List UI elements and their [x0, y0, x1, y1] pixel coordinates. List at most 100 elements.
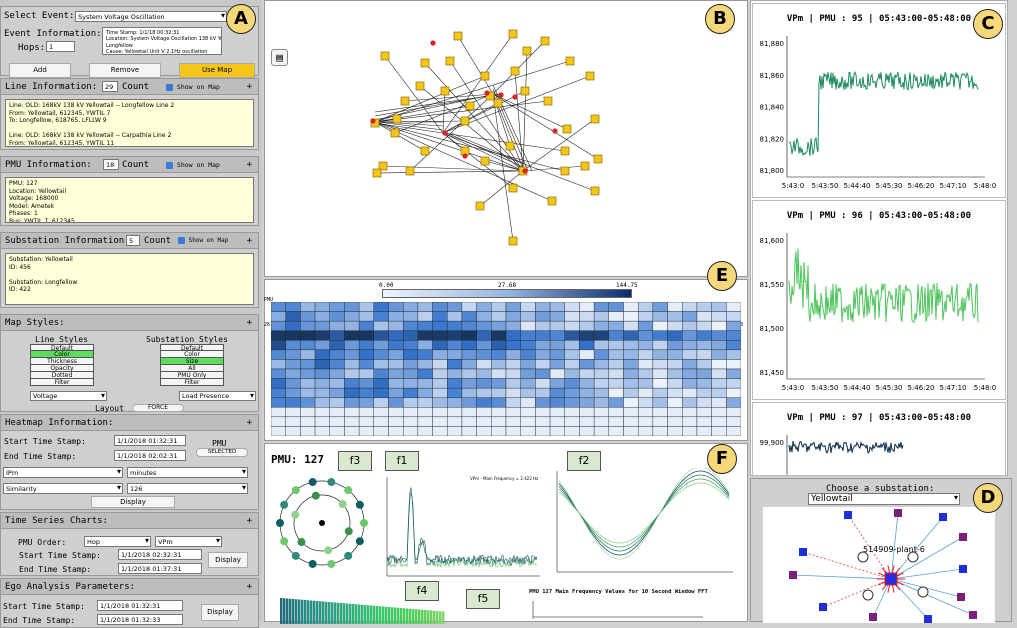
network-edge: [374, 121, 566, 172]
heatmap-metric-select[interactable]: IPm: [3, 467, 123, 478]
heatmap-cell: [608, 311, 624, 322]
network-edge: [394, 93, 494, 134]
network-graph[interactable]: [265, 1, 749, 278]
line-style-option[interactable]: Default: [30, 344, 94, 352]
heatmap-cell: [373, 407, 389, 418]
time-series-chart[interactable]: VPm | PMU : 97 | 05:43:00-05:48:00 99,900: [752, 402, 1006, 476]
heatmap-cell: [447, 397, 463, 408]
substation-select[interactable]: Yellowtail: [808, 493, 960, 505]
substation-style-option[interactable]: Default: [160, 344, 224, 352]
substation-style-option[interactable]: Filter: [160, 379, 224, 386]
f1-frequency-chart[interactable]: VPm - Main Frequency = 2.422 Hz: [375, 472, 545, 582]
heatmap-cell: [549, 416, 565, 427]
ego-start-input[interactable]: 1/1/2018 01:32:31: [97, 600, 183, 611]
heatmap-cell: [285, 359, 301, 370]
hops-input[interactable]: 1: [46, 41, 75, 52]
substation-style-option[interactable]: All: [160, 365, 224, 372]
use-map-button[interactable]: Use Map: [179, 63, 255, 78]
f4-bar: [376, 606, 379, 624]
f4-bar-chart[interactable]: [280, 596, 450, 624]
pmu-expand-icon[interactable]: +: [246, 160, 252, 170]
heatmap-cell: [711, 302, 727, 312]
event-info-label: Event Information:: [4, 29, 102, 39]
time-series-expand-icon[interactable]: +: [246, 516, 252, 526]
heatmap-cell: [358, 311, 375, 322]
heatmap-count-select[interactable]: 126: [127, 483, 248, 494]
pmu-selected-toggle[interactable]: SELECTED: [196, 448, 248, 457]
substation-node: [445, 56, 455, 66]
ts-end-input[interactable]: 1/1/2018 01:37:31: [118, 563, 202, 574]
heatmap-cell: [447, 416, 463, 427]
pmu-detail-title: PMU: 127: [271, 453, 324, 466]
heatmap-panel: 0.00 27.68 144.75 PMU 26 3: [264, 279, 748, 441]
heatmap-cell: [520, 378, 536, 389]
heatmap-unit-select[interactable]: minutes: [127, 467, 248, 478]
heatmap-cell: [652, 320, 668, 331]
radial-pmu-chart[interactable]: [267, 468, 377, 578]
substation-node: [465, 101, 475, 111]
heatmap-cell: [285, 416, 301, 427]
substation-graph[interactable]: 514909-plant-6: [763, 507, 995, 623]
line-style-option[interactable]: Filter: [30, 379, 94, 386]
map-styles-expand-icon[interactable]: +: [246, 318, 252, 328]
line-show-checkbox[interactable]: [166, 83, 173, 91]
heatmap-cell: [491, 340, 507, 351]
heatmap-cell: [388, 349, 404, 360]
heatmap-cell: [476, 407, 492, 418]
substation-style-option[interactable]: PMU Only: [160, 372, 224, 379]
substation-info-header: Substation Information: 5 Count Show on …: [1, 233, 258, 249]
force-toggle[interactable]: FORCE: [132, 404, 184, 412]
heatmap-cell: [564, 330, 580, 341]
substation-style-select[interactable]: Load Presence: [179, 391, 256, 401]
add-button[interactable]: Add: [9, 63, 71, 78]
line-expand-icon[interactable]: +: [246, 82, 252, 92]
line-style-option[interactable]: Opacity: [30, 365, 94, 372]
heatmap-display-button[interactable]: Display: [91, 496, 175, 508]
remove-button[interactable]: Remove: [89, 63, 161, 78]
substation-style-option[interactable]: Color: [160, 351, 224, 358]
substation-show-checkbox[interactable]: [178, 237, 185, 244]
ts-variable-select[interactable]: VPm: [155, 536, 222, 547]
heatmap-cell: [579, 407, 595, 418]
ts-start-input[interactable]: 1/1/2018 02:32:31: [118, 549, 202, 560]
heatmap-cell: [637, 368, 654, 379]
time-series-chart[interactable]: VPm | PMU : 96 | 05:43:00-05:48:00 81,600…: [752, 200, 1006, 400]
line-count-input[interactable]: 29: [102, 81, 118, 92]
color-scale-bar: [382, 289, 632, 298]
ts-display-button[interactable]: Display: [208, 552, 248, 568]
heatmap-start-input[interactable]: 1/1/2018 01:32:31: [114, 435, 186, 446]
heatmap-cell: [652, 416, 668, 427]
heatmap-expand-icon[interactable]: +: [246, 418, 252, 428]
line-style-option[interactable]: Color: [30, 351, 94, 358]
line-style-select[interactable]: Voltage: [30, 391, 107, 401]
ego-end-input[interactable]: 1/1/2018 01:32:33: [97, 614, 183, 625]
line-style-option[interactable]: Thickness: [30, 358, 94, 365]
ego-expand-icon[interactable]: +: [246, 582, 252, 592]
heatmap-cell: [285, 368, 301, 379]
heatmap-cell: [402, 426, 419, 436]
label-b: B: [705, 4, 735, 34]
heatmap-cell: [447, 368, 463, 379]
heatmap-sort-select[interactable]: Similarity: [3, 483, 123, 494]
heatmap-cell: [417, 416, 433, 427]
f2-wave-chart[interactable]: [555, 468, 735, 578]
event-select[interactable]: System Voltage Oscillation: [75, 11, 227, 22]
pmu-order-select[interactable]: Hop: [84, 536, 151, 547]
heatmap-cell: [447, 320, 463, 331]
heatmap-grid[interactable]: [271, 302, 741, 436]
substation-style-option[interactable]: Size: [160, 358, 224, 365]
ego-display-button[interactable]: Display: [201, 604, 239, 621]
heatmap-cell: [520, 359, 536, 370]
clipboard-icon[interactable]: ▤: [271, 49, 288, 66]
pmu-count-input[interactable]: 18: [103, 159, 119, 170]
f5-chart[interactable]: [505, 599, 705, 619]
heatmap-cell: [579, 330, 595, 341]
pmu-show-checkbox[interactable]: [166, 161, 173, 169]
substation-expand-icon[interactable]: +: [246, 236, 252, 246]
heatmap-cell: [564, 387, 580, 398]
time-series-chart[interactable]: VPm | PMU : 95 | 05:43:00-05:48:00 81,880…: [752, 3, 1006, 198]
substation-count-input[interactable]: 5: [126, 235, 140, 246]
heatmap-cell: [432, 359, 448, 370]
heatmap-end-input[interactable]: 1/1/2018 02:02:31: [114, 450, 186, 461]
line-style-option[interactable]: Dotted: [30, 372, 94, 379]
